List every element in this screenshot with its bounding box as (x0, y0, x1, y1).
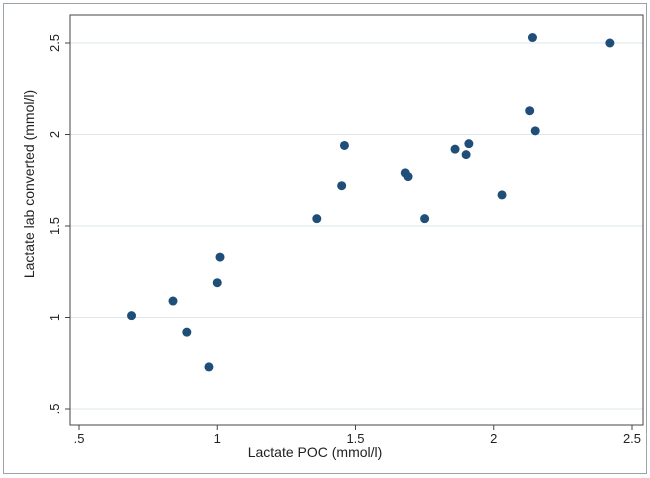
x-tick-label: 1.5 (346, 431, 364, 446)
data-point (527, 33, 537, 43)
x-tick-label: 2.5 (623, 431, 641, 446)
data-point (212, 278, 222, 288)
data-point (215, 252, 225, 262)
y-tick-label: 1.5 (47, 217, 62, 235)
data-point (420, 214, 430, 224)
x-tick-label: 1 (214, 431, 221, 446)
data-point (403, 172, 413, 182)
x-tick-label: .5 (74, 431, 85, 446)
data-points (127, 33, 615, 372)
y-tick-label: 2.5 (47, 34, 62, 52)
data-point (464, 139, 474, 149)
data-point (525, 106, 535, 116)
data-point (337, 181, 347, 191)
plot-area (69, 14, 644, 426)
data-point (530, 126, 540, 136)
data-point (168, 296, 178, 306)
data-point (127, 311, 137, 321)
data-point (461, 150, 471, 160)
chart-frame: .5 1 1.5 2 2.5 .5 1 1.5 2 2.5 Lactate POC (mmol/… (3, 3, 647, 474)
gridlines (70, 42, 643, 410)
data-point (450, 144, 460, 154)
data-point (497, 190, 507, 200)
x-axis-label: Lactate POC (mmol/l) (248, 444, 383, 460)
y-tick-label: .5 (47, 404, 62, 415)
y-tick-label: 2 (47, 131, 62, 138)
x-tick-label: 2 (490, 431, 497, 446)
y-tick-label: 1 (47, 314, 62, 321)
y-axis-ticks: .5 1 1.5 2 2.5 (47, 34, 70, 414)
scatter-chart: .5 1 1.5 2 2.5 .5 1 1.5 2 2.5 Lactate POC (mmol/… (21, 14, 644, 460)
y-axis-label: Lactate lab converted (mmol/l) (21, 90, 37, 278)
data-point (312, 214, 322, 224)
data-point (339, 140, 349, 150)
x-axis-ticks: .5 1 1.5 2 2.5 (74, 425, 641, 446)
data-point (204, 362, 214, 372)
data-point (182, 327, 192, 337)
data-point (605, 38, 615, 48)
